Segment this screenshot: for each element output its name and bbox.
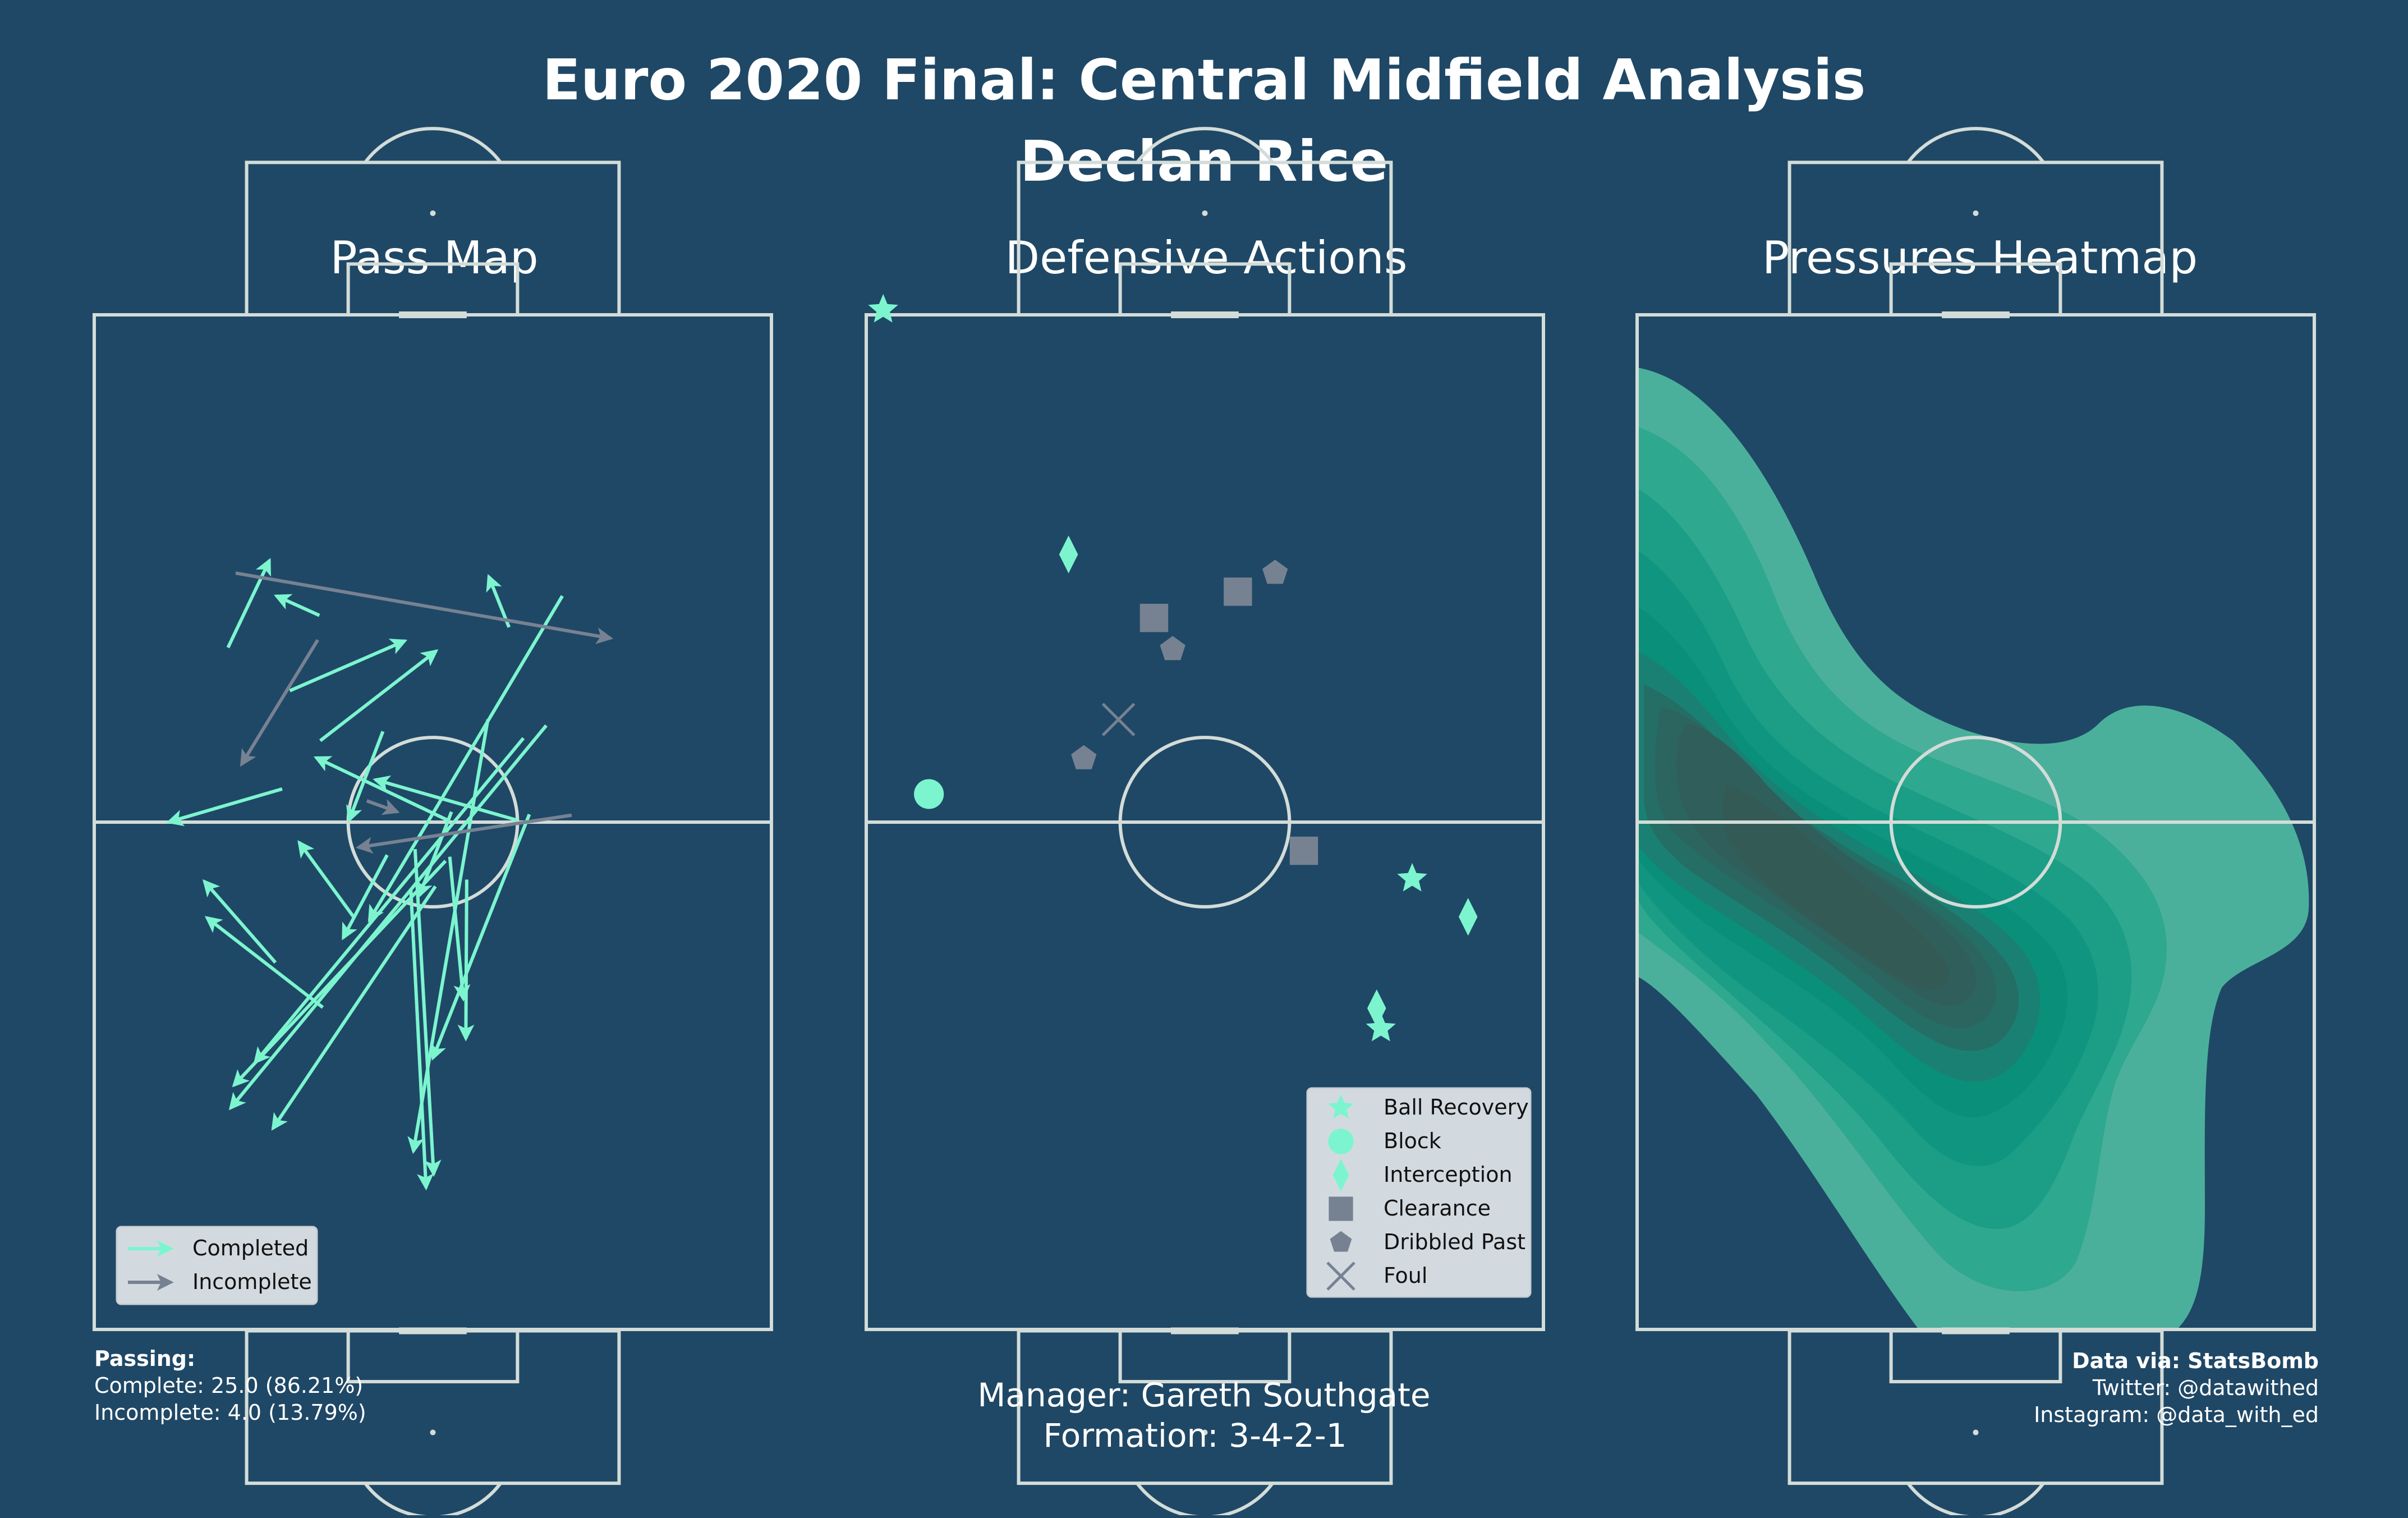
legend-clearance-label: Clearance bbox=[1384, 1196, 1491, 1221]
pressures-pitch bbox=[1635, 127, 2316, 1518]
block-marker bbox=[914, 779, 944, 809]
legend-foul-label: Foul bbox=[1384, 1263, 1427, 1288]
incomplete-pass-arrow bbox=[366, 799, 400, 815]
completed-pass-arrow bbox=[166, 787, 283, 827]
legend-foul-icon bbox=[1326, 1262, 1355, 1291]
completed-pass-arrow bbox=[407, 719, 490, 1154]
foul-marker bbox=[1101, 703, 1136, 736]
legend-block-icon bbox=[1328, 1129, 1354, 1154]
penalty-spot bbox=[1973, 1429, 1979, 1436]
legend-block-label: Block bbox=[1384, 1129, 1441, 1153]
manager-label: Manager: Gareth Southgate bbox=[977, 1376, 1430, 1414]
dribbled-past-marker bbox=[1160, 636, 1185, 661]
legend-incomplete-label: Incomplete bbox=[192, 1269, 312, 1294]
legend-interception-icon bbox=[1332, 1159, 1349, 1191]
penalty-arc bbox=[1136, 1482, 1274, 1518]
defensive-legend-box bbox=[1306, 1087, 1532, 1298]
completed-pass-arrow bbox=[202, 879, 277, 964]
center-circle bbox=[1118, 736, 1292, 909]
incomplete-pass-arrow bbox=[240, 639, 319, 767]
penalty-spot bbox=[1973, 210, 1979, 216]
penalty-arc bbox=[1906, 1482, 2045, 1518]
ball-recovery-marker bbox=[868, 293, 898, 323]
center-circle bbox=[1889, 736, 2062, 909]
figure-title-line1: Euro 2020 Final: Central Midfield Analys… bbox=[543, 47, 1866, 113]
completed-pass-arrow bbox=[457, 879, 475, 1042]
ball-recovery-marker bbox=[1397, 863, 1427, 892]
completed-pass-arrow bbox=[341, 854, 389, 941]
incomplete-pass-arrow bbox=[355, 813, 572, 854]
completed-pass-arrow bbox=[430, 814, 531, 1061]
penalty-arc bbox=[1136, 127, 1274, 164]
completed-pass-arrow bbox=[271, 885, 437, 1131]
completed-pass-arrow bbox=[346, 731, 385, 823]
legend-dribbled-past-label: Dribbled Past bbox=[1384, 1230, 1525, 1254]
heat-level-10 bbox=[1722, 786, 1950, 989]
completed-pass-arrow bbox=[373, 775, 518, 822]
completed-pass-arrow bbox=[228, 724, 548, 1111]
passing-stats-complete: Complete: 25.0 (86.21%) bbox=[94, 1373, 363, 1398]
legend-interception-label: Interception bbox=[1384, 1162, 1513, 1187]
six-yard-box bbox=[1889, 1329, 2062, 1384]
penalty-spot bbox=[1202, 1429, 1208, 1436]
completed-pass-arrow bbox=[448, 856, 471, 1002]
ball-recovery-marker bbox=[1366, 1012, 1396, 1042]
legend-completed-label: Completed bbox=[192, 1236, 309, 1260]
penalty-arc bbox=[364, 127, 502, 164]
completed-pass-arrow bbox=[313, 756, 451, 823]
interception-marker bbox=[1059, 535, 1078, 574]
passing-stats-heading: Passing: bbox=[94, 1346, 195, 1371]
completed-pass-arrow bbox=[297, 840, 356, 919]
completed-pass-arrow bbox=[319, 649, 439, 742]
six-yard-box bbox=[346, 1329, 520, 1384]
penalty-arc bbox=[1906, 127, 2045, 164]
pass-map-pitch bbox=[93, 127, 773, 1518]
defensive-legend: Ball Recovery Block Interception Clearan… bbox=[1306, 1087, 1532, 1298]
interception-marker bbox=[1367, 989, 1386, 1028]
clearance-marker bbox=[1224, 577, 1252, 606]
pass-arrows bbox=[166, 558, 614, 1191]
completed-pass-arrow bbox=[367, 595, 564, 923]
incomplete-pass-arrow bbox=[235, 571, 614, 644]
completed-pass-arrow bbox=[413, 849, 442, 1177]
legend-ball-recovery-label: Ball Recovery bbox=[1384, 1095, 1529, 1120]
interception-marker bbox=[1458, 898, 1478, 936]
completed-pass-arrow bbox=[274, 594, 320, 617]
clearance-marker bbox=[1139, 603, 1169, 632]
legend-ball-recovery-icon bbox=[1328, 1094, 1354, 1119]
dribbled-past-marker bbox=[1262, 559, 1288, 584]
pressures-heatmap bbox=[1637, 368, 2309, 1329]
penalty-arc bbox=[364, 1482, 502, 1518]
formation-label: Formation: 3-4-2-1 bbox=[1043, 1416, 1347, 1455]
legend-clearance-icon bbox=[1329, 1196, 1353, 1221]
penalty-spot bbox=[430, 1429, 436, 1436]
defensive-markers bbox=[868, 293, 1478, 1042]
completed-pass-arrow bbox=[204, 916, 324, 1009]
legend-dribbled-past-icon bbox=[1330, 1231, 1352, 1252]
six-yard-box bbox=[1118, 1329, 1292, 1384]
completed-pass-arrow bbox=[253, 737, 525, 1065]
dribbled-past-marker bbox=[1071, 745, 1097, 769]
credits-data-source: Data via: StatsBomb bbox=[2072, 1349, 2319, 1373]
defensive-actions-pitch bbox=[865, 127, 1545, 1518]
completed-pass-arrow bbox=[226, 558, 272, 649]
panel-title-pass-map: Pass Map bbox=[330, 232, 538, 284]
completed-pass-arrow bbox=[289, 639, 408, 692]
panel-title-defensive-actions: Defensive Actions bbox=[1005, 232, 1407, 284]
clearance-marker bbox=[1289, 836, 1318, 865]
penalty-spot bbox=[1202, 210, 1208, 216]
passing-stats-incomplete: Incomplete: 4.0 (13.79%) bbox=[94, 1400, 366, 1425]
panel-title-pressures-heatmap: Pressures Heatmap bbox=[1762, 232, 2198, 284]
penalty-spot bbox=[430, 210, 436, 216]
pass-legend: Completed Incomplete bbox=[116, 1226, 318, 1305]
credits-instagram: Instagram: @data_with_ed bbox=[2034, 1402, 2319, 1427]
credits-twitter: Twitter: @datawithed bbox=[2092, 1375, 2319, 1400]
completed-pass-arrow bbox=[409, 889, 434, 1191]
